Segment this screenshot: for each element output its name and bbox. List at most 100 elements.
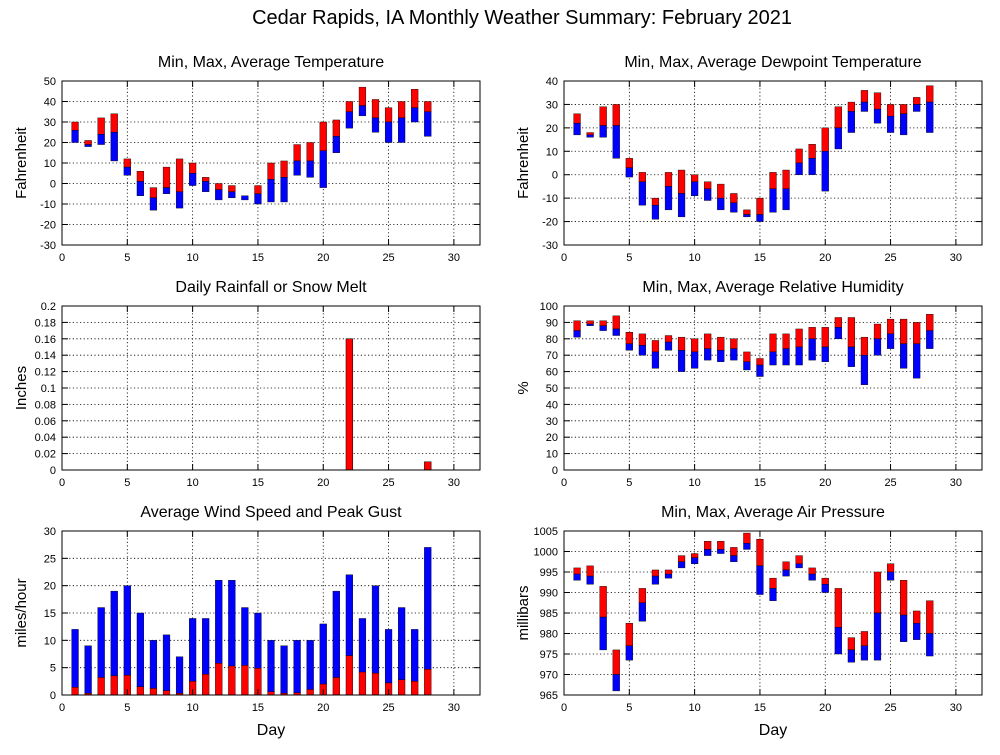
chart-wind-bar-gust [293, 640, 301, 694]
chart-temperature-bar-lower [228, 191, 236, 199]
chart-humidity-bar-upper [913, 322, 921, 344]
chart-wind-bar-gust [424, 547, 432, 670]
chart-wind-bar-avg [398, 679, 406, 696]
chart-dewpoint-ytick-label: -30 [542, 240, 558, 252]
chart-pressure-bar-upper [730, 547, 738, 556]
chart-pressure-bar-lower [808, 573, 816, 581]
chart-rainfall-ytick-label: 0.04 [35, 432, 56, 444]
chart-temperature-bar-upper [306, 142, 314, 162]
chart-temperature-bar-upper [123, 158, 131, 168]
chart-temperature-ytick-label: 50 [44, 76, 56, 88]
chart-dewpoint-bar-upper [691, 174, 699, 182]
chart-wind-bar-avg [202, 674, 210, 696]
chart-wind-bar-avg [241, 665, 249, 696]
chart-temperature-bar-lower [280, 177, 288, 203]
chart-temperature-ytick-label: 0 [50, 179, 56, 191]
chart-temperature-bar-upper [84, 140, 92, 145]
chart-humidity-bar-upper [691, 338, 699, 353]
chart-temperature-bar-lower [267, 179, 275, 203]
chart-temperature-bar-lower [189, 173, 197, 186]
chart-dewpoint-bar-lower [612, 125, 620, 159]
chart-pressure-bar-lower [821, 584, 829, 593]
chart-dewpoint-bar-lower [586, 134, 594, 138]
chart-dewpoint-bar-lower [730, 202, 738, 213]
chart-dewpoint-bar-lower [625, 167, 633, 178]
chart-humidity-bar-upper [756, 358, 764, 366]
chart-pressure-bar-lower [677, 561, 686, 569]
chart-humidity-bar-upper [730, 338, 738, 349]
chart-temperature-bar-upper [293, 144, 301, 162]
chart-dewpoint-bar-lower [743, 214, 751, 218]
chart-humidity-bar-upper [638, 333, 646, 346]
chart-pressure-bar-lower [886, 571, 895, 581]
chart-pressure-bar-lower [651, 575, 660, 585]
chart-rainfall-ytick-label: 0.06 [35, 416, 56, 428]
chart-humidity-bar-lower [795, 346, 803, 366]
chart-dewpoint-bar-lower [808, 158, 816, 175]
chart-pressure-bar-upper [769, 577, 777, 589]
chart-temperature: Min, Max, Average Temperature -30 -20 -10 0 1… [13, 54, 481, 264]
chart-wind-bar-gust [84, 645, 92, 694]
chart-pressure-bar-upper [743, 532, 751, 544]
chart-dewpoint-bar-lower [756, 214, 764, 222]
chart-humidity-xtick-label: 30 [950, 477, 962, 489]
chart-temperature-bar-lower [202, 181, 210, 192]
chart-temperature-bar-upper [215, 183, 223, 190]
chart-temperature-bar-upper [136, 170, 144, 182]
chart-wind-ytick-label: 25 [44, 553, 56, 565]
chart-pressure-bar-lower [612, 674, 620, 692]
chart-dewpoint-bar-lower [821, 151, 829, 192]
chart-dewpoint-bar-upper [769, 172, 777, 189]
chart-dewpoint-bar-upper [913, 97, 921, 105]
chart-pressure-ytick-label: 980 [540, 629, 558, 641]
chart-humidity-bar-upper [926, 314, 934, 331]
chart-temperature-bar-upper [175, 158, 184, 192]
chart-pressure-bar-lower [847, 649, 855, 663]
chart-wind-ytick-label: 5 [50, 663, 56, 675]
chart-dewpoint-bar-upper [704, 181, 712, 189]
chart-rainfall-ytick-label: 0.02 [35, 449, 56, 461]
chart-dewpoint-bar-upper [834, 106, 842, 129]
chart-pressure-bar-lower [834, 627, 842, 655]
chart-pressure-bar-upper [913, 610, 921, 624]
chart-dewpoint-bar-upper [651, 197, 660, 206]
chart-temperature-bar-upper [202, 177, 210, 182]
chart-pressure-ytick-label: 1000 [534, 547, 558, 559]
chart-rainfall-bar-value [424, 461, 432, 471]
chart-dewpoint-xtick-label: 0 [561, 252, 567, 264]
chart-rainfall-ytick-label: 0.18 [35, 317, 56, 329]
chart-temperature-xtick-label: 25 [382, 252, 394, 264]
chart-dewpoint-ytick-label: 30 [546, 99, 558, 111]
chart-pressure-bar-upper [782, 561, 790, 571]
chart-humidity-bar-lower [860, 355, 869, 385]
chart-dewpoint-bar-lower [769, 188, 777, 213]
chart-pressure-bar-upper [756, 539, 764, 567]
chart-humidity-bar-upper [808, 327, 816, 340]
chart-humidity-bar-lower [586, 323, 594, 326]
chart-pressure-bar-lower [743, 543, 751, 550]
chart-temperature-bar-upper [267, 162, 275, 180]
chart-humidity-ytick-label: 90 [546, 317, 558, 329]
chart-temperature-xtick-label: 15 [252, 252, 264, 264]
chart-pressure-xtick-label: 5 [626, 702, 632, 714]
chart-rainfall-xtick-label: 0 [59, 477, 65, 489]
chart-rainfall-ytick-label: 0.1 [41, 383, 56, 395]
chart-dewpoint-bar-upper [847, 101, 855, 112]
chart-dewpoint-bar-upper [573, 113, 581, 124]
chart-wind-bar-gust [384, 629, 393, 684]
chart-temperature-bar-lower [306, 160, 314, 178]
chart-pressure-bar-lower [756, 565, 764, 595]
chart-dewpoint-bar-lower [900, 113, 908, 136]
chart-dewpoint-bar-lower [873, 108, 882, 124]
chart-dewpoint-bar-upper [821, 127, 829, 152]
chart-dewpoint-bar-lower [913, 104, 921, 112]
chart-pressure-ytick-label: 990 [540, 588, 558, 600]
chart-pressure-bar-lower [664, 573, 673, 579]
chart-humidity-xtick-label: 10 [689, 477, 701, 489]
chart-temperature-bar-upper [358, 86, 367, 106]
chart-dewpoint-bar-upper [886, 104, 895, 117]
chart-temperature-bar-lower [84, 144, 92, 147]
chart-wind-bar-gust [345, 574, 353, 656]
chart-humidity-xtick-label: 20 [819, 477, 831, 489]
